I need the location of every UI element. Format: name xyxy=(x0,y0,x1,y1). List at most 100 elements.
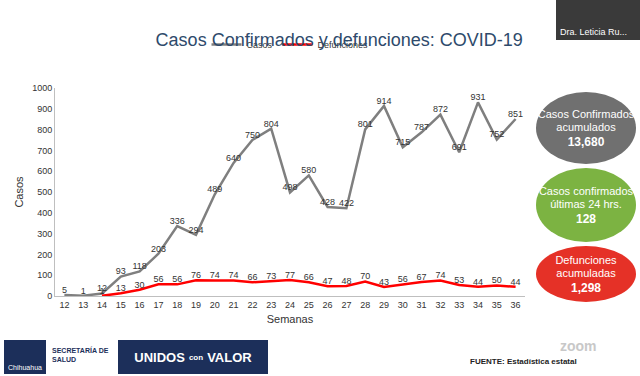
svg-text:74: 74 xyxy=(435,270,445,280)
svg-text:5: 5 xyxy=(62,285,67,295)
svg-text:118: 118 xyxy=(132,261,146,271)
svg-text:31: 31 xyxy=(417,300,427,310)
svg-text:14: 14 xyxy=(97,300,107,310)
svg-text:500: 500 xyxy=(37,187,52,197)
svg-text:44: 44 xyxy=(511,277,521,287)
svg-text:801: 801 xyxy=(358,119,373,129)
svg-text:27: 27 xyxy=(341,300,351,310)
svg-text:Defunciones: Defunciones xyxy=(318,40,369,50)
svg-text:44: 44 xyxy=(473,277,483,287)
html-text:zoom: zoom xyxy=(560,338,597,354)
svg-text:300: 300 xyxy=(37,229,52,239)
svg-text:47: 47 xyxy=(323,276,333,286)
svg-text:787: 787 xyxy=(414,122,429,132)
svg-text:32: 32 xyxy=(435,300,445,310)
html-text:1,298: 1,298 xyxy=(571,280,601,295)
svg-text:20: 20 xyxy=(210,300,220,310)
svg-text:16: 16 xyxy=(135,300,145,310)
svg-text:498: 498 xyxy=(282,182,297,192)
svg-text:56: 56 xyxy=(172,274,182,284)
svg-text:26: 26 xyxy=(323,300,333,310)
svg-text:74: 74 xyxy=(229,270,239,280)
svg-text:851: 851 xyxy=(508,109,523,119)
svg-text:804: 804 xyxy=(264,119,279,129)
svg-text:53: 53 xyxy=(454,275,464,285)
svg-text:914: 914 xyxy=(376,96,391,106)
svg-text:Casos Confirmados y defuncione: Casos Confirmados y defunciones: COVID-1… xyxy=(156,30,523,50)
svg-text:24: 24 xyxy=(285,300,295,310)
svg-text:93: 93 xyxy=(116,266,126,276)
svg-text:13: 13 xyxy=(116,283,126,293)
svg-text:30: 30 xyxy=(135,280,145,290)
svg-text:715: 715 xyxy=(395,137,410,147)
svg-text:22: 22 xyxy=(247,300,257,310)
svg-text:66: 66 xyxy=(247,272,257,282)
svg-text:1000: 1000 xyxy=(32,83,52,93)
html-text:Dra. Leticia Ru...: Dra. Leticia Ru... xyxy=(560,27,627,37)
svg-text:18: 18 xyxy=(172,300,182,310)
html-text:SECRETARÍA DE SALUD: SECRETARÍA DE SALUD xyxy=(52,347,109,363)
svg-text:48: 48 xyxy=(341,276,351,286)
svg-text:29: 29 xyxy=(379,300,389,310)
html-text:13,680: 13,680 xyxy=(567,134,605,149)
svg-text:76: 76 xyxy=(191,270,201,280)
svg-text:12: 12 xyxy=(59,300,69,310)
svg-text:74: 74 xyxy=(210,270,220,280)
svg-text:30: 30 xyxy=(398,300,408,310)
html-text:Casos confirmados últimas 24 h: Casos confirmados últimas 24 hrs. xyxy=(538,184,634,210)
svg-text:Casos: Casos xyxy=(13,176,25,208)
svg-text:600: 600 xyxy=(37,166,52,176)
svg-text:700: 700 xyxy=(37,146,52,156)
svg-text:67: 67 xyxy=(417,272,427,282)
svg-text:691: 691 xyxy=(452,142,467,152)
svg-text:1: 1 xyxy=(81,286,86,296)
svg-text:66: 66 xyxy=(304,272,314,282)
svg-text:13: 13 xyxy=(78,300,88,310)
svg-text:73: 73 xyxy=(266,271,276,281)
svg-text:23: 23 xyxy=(266,300,276,310)
svg-text:200: 200 xyxy=(37,250,52,260)
svg-text:750: 750 xyxy=(245,130,260,140)
svg-text:203: 203 xyxy=(151,244,166,254)
svg-text:Casos: Casos xyxy=(247,40,273,50)
svg-text:28: 28 xyxy=(360,300,370,310)
svg-text:21: 21 xyxy=(229,300,239,310)
svg-text:800: 800 xyxy=(37,125,52,135)
svg-text:428: 428 xyxy=(320,197,335,207)
svg-text:34: 34 xyxy=(473,300,483,310)
svg-text:77: 77 xyxy=(285,270,295,280)
svg-text:0: 0 xyxy=(47,291,52,301)
svg-text:580: 580 xyxy=(301,165,316,175)
svg-text:25: 25 xyxy=(304,300,314,310)
html-text:Defunciones acumuladas: Defunciones acumuladas xyxy=(555,253,617,279)
svg-text:17: 17 xyxy=(153,300,163,310)
svg-text:56: 56 xyxy=(398,274,408,284)
svg-text:35: 35 xyxy=(492,300,502,310)
html-text:UNIDOS con VALOR: UNIDOS con VALOR xyxy=(134,349,252,365)
svg-text:56: 56 xyxy=(153,274,163,284)
svg-text:931: 931 xyxy=(470,92,485,102)
svg-text:43: 43 xyxy=(379,277,389,287)
svg-text:Semanas: Semanas xyxy=(267,313,314,325)
svg-text:422: 422 xyxy=(339,198,354,208)
html-text:FUENTE: Estadística estatal: FUENTE: Estadística estatal xyxy=(470,357,577,366)
html-text:128: 128 xyxy=(576,211,596,226)
svg-text:1: 1 xyxy=(99,286,104,296)
svg-text:640: 640 xyxy=(226,153,241,163)
svg-text:12: 12 xyxy=(97,283,107,293)
svg-text:294: 294 xyxy=(188,225,203,235)
svg-text:50: 50 xyxy=(492,275,502,285)
svg-text:15: 15 xyxy=(116,300,126,310)
svg-text:752: 752 xyxy=(489,129,504,139)
svg-text:33: 33 xyxy=(454,300,464,310)
svg-text:872: 872 xyxy=(433,104,448,114)
svg-text:489: 489 xyxy=(207,184,222,194)
svg-text:70: 70 xyxy=(360,271,370,281)
html-text:Casos Confirmados acumulados: Casos Confirmados acumulados xyxy=(537,107,635,133)
svg-text:100: 100 xyxy=(37,270,52,280)
svg-text:19: 19 xyxy=(191,300,201,310)
svg-text:900: 900 xyxy=(37,104,52,114)
svg-text:336: 336 xyxy=(170,216,185,226)
svg-text:400: 400 xyxy=(37,208,52,218)
svg-text:36: 36 xyxy=(511,300,521,310)
